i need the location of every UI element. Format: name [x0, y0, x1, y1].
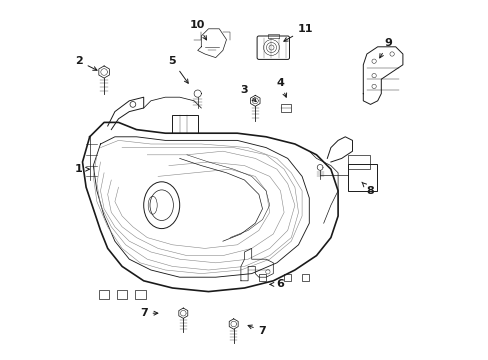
Text: 6: 6	[269, 279, 284, 289]
Text: 9: 9	[379, 38, 392, 58]
Text: 11: 11	[283, 24, 313, 41]
Text: 5: 5	[168, 56, 188, 83]
Text: 3: 3	[240, 85, 256, 102]
Bar	[280, 104, 291, 112]
Bar	[172, 115, 197, 133]
Text: 10: 10	[190, 20, 206, 40]
Bar	[347, 164, 376, 191]
Bar	[284, 274, 291, 281]
Text: 8: 8	[361, 182, 374, 196]
Bar	[258, 274, 265, 281]
Text: 4: 4	[276, 78, 286, 97]
Text: 7: 7	[247, 325, 266, 336]
Bar	[99, 290, 109, 299]
Bar	[347, 155, 369, 169]
Text: 1: 1	[75, 164, 89, 174]
Bar	[134, 290, 145, 299]
Text: 2: 2	[75, 56, 97, 70]
Text: 7: 7	[140, 308, 158, 318]
Bar	[117, 290, 127, 299]
Bar	[302, 274, 309, 281]
